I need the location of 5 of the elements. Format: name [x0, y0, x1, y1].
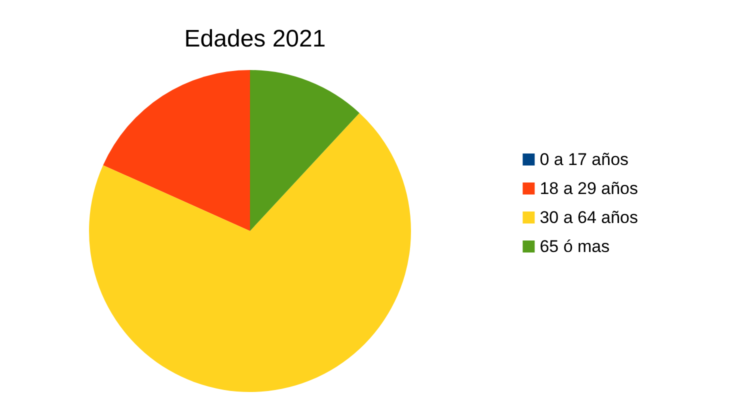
legend-label: 30 a 64 años	[540, 208, 638, 227]
legend-label: 0 a 17 años	[540, 150, 629, 169]
chart-title: Edades 2021	[184, 26, 326, 52]
legend-label: 18 a 29 años	[540, 179, 638, 198]
legend-label: 65 ó mas	[540, 237, 610, 256]
